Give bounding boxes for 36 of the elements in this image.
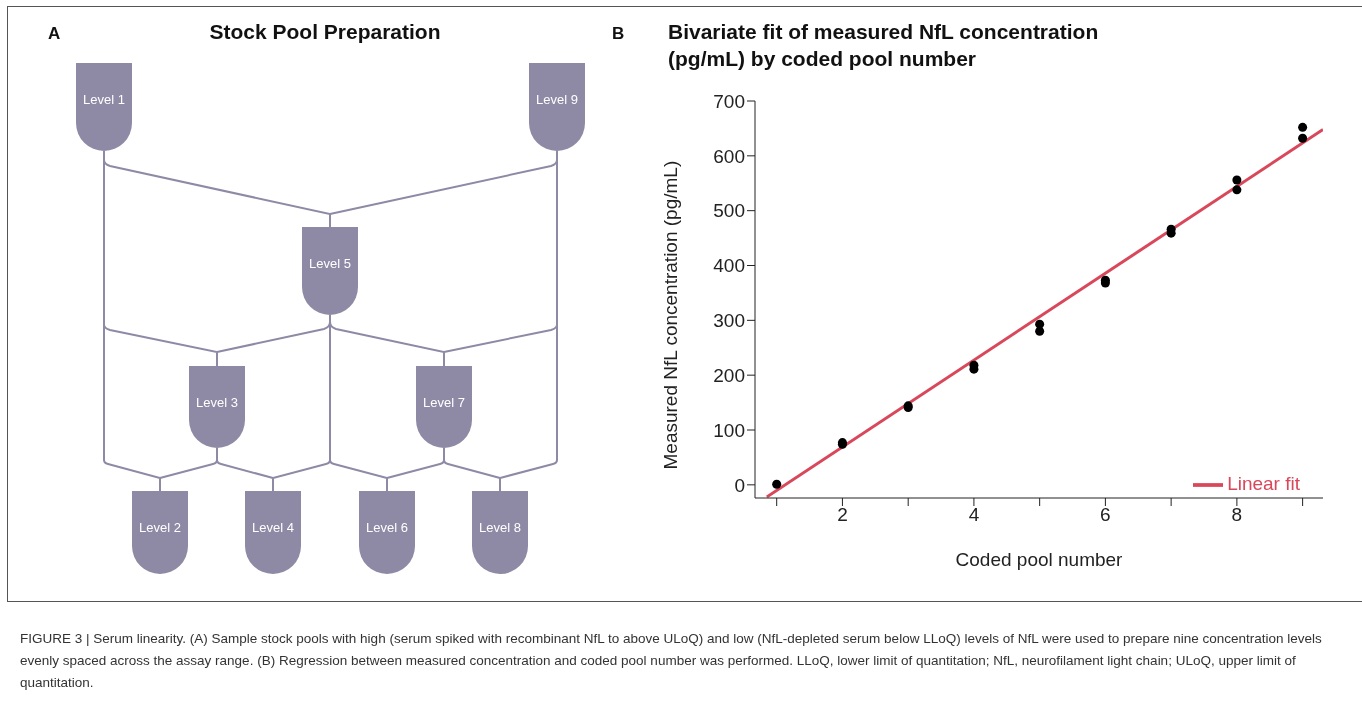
- x-tick-label: 4: [968, 504, 980, 526]
- x-tick-label: 8: [1231, 504, 1243, 526]
- y-tick-label: 400: [713, 255, 745, 277]
- legend-label: Linear fit: [1227, 473, 1300, 495]
- point: [1232, 175, 1242, 185]
- point: [1035, 319, 1045, 329]
- point: [1232, 185, 1242, 195]
- y-tick-label: 300: [713, 310, 745, 332]
- y-axis-title: Measured NfL concentration (pg/mL): [659, 160, 681, 470]
- text: Level 4: [251, 519, 295, 536]
- text: Level 1: [82, 91, 126, 108]
- text: Stock Pool Preparation: [208, 20, 442, 44]
- point: [1298, 133, 1308, 143]
- y-tick-label: 500: [713, 200, 745, 222]
- point: [1298, 122, 1308, 132]
- x-axis-title: Coded pool number: [955, 549, 1124, 570]
- point: [1035, 326, 1045, 336]
- point: [772, 479, 782, 489]
- y-tick-label: 700: [713, 90, 745, 112]
- text: A: [48, 24, 61, 44]
- caption: FIGURE 3 | Serum linearity. (A) Sample stock pools with high (serum spiked with recombinant NfL to above ULoQ) and low (NfL-depleted serum below LLoQ) levels of NfL were used to prepare nine concentration levels evenly spaced across the assay range. (B) Regression between measured concentration and coded pool number was performed. LLoQ, lower limit of quantitation; NfL, neurofilament light chain; ULoQ, upper limit of quantitation.: [20, 630, 1323, 692]
- text: Level 3: [195, 394, 239, 411]
- x-tick-label: 2: [837, 504, 848, 526]
- text: Level 7: [422, 394, 466, 411]
- text: Level 8: [478, 519, 522, 536]
- x-tick-label: 6: [1100, 504, 1111, 526]
- y-tick-label: 200: [713, 364, 745, 386]
- y-tick-label: 100: [713, 419, 745, 441]
- y-tick-label: 0: [734, 474, 745, 496]
- text: B: [612, 24, 625, 44]
- chart-title: Bivariate fit of measured NfL concentration (pg/mL) by coded pool number: [668, 19, 1100, 72]
- text: Level 6: [365, 519, 409, 536]
- text: Level 2: [138, 519, 182, 536]
- y-tick-label: 600: [713, 145, 745, 167]
- text: Level 5: [308, 255, 352, 272]
- text: Level 9: [535, 91, 579, 108]
